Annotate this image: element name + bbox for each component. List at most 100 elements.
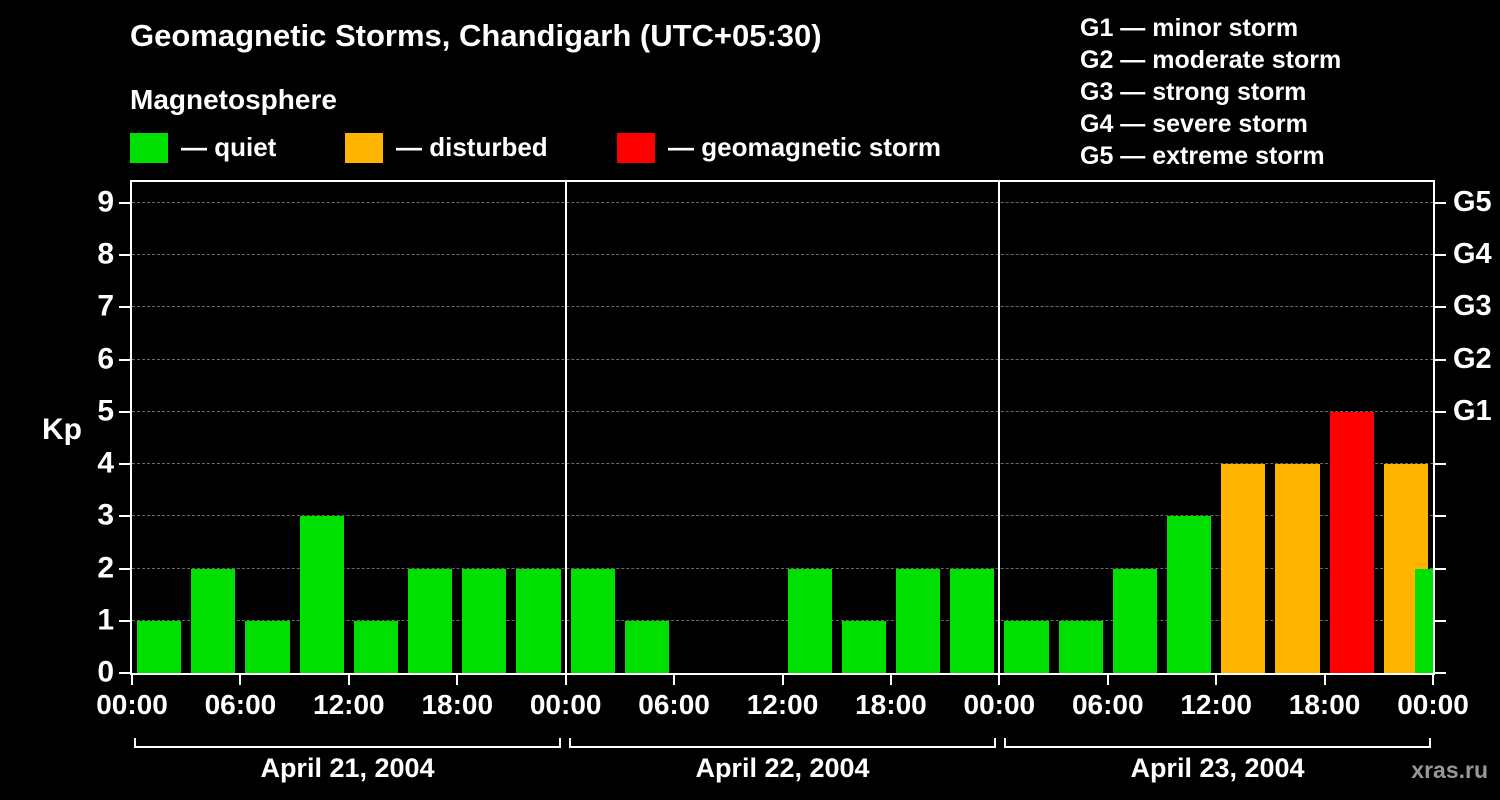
y-tick-label: 6 [97,341,114,375]
kp-bar [1221,464,1266,673]
y-tick-label: 8 [97,237,114,271]
magnetosphere-label: Magnetosphere [130,84,337,115]
x-axis-tick [239,675,242,685]
y-axis-title: Kp [42,413,82,446]
x-tick-label: 18:00 [855,689,927,720]
day-separator-line [998,182,1001,673]
x-axis-tick [456,675,459,685]
date-label: April 23, 2004 [1130,753,1305,783]
x-axis-tick [1215,675,1218,685]
kp-bar [408,568,453,673]
x-axis-tick [131,675,133,685]
gridline [132,515,1433,517]
kp-bar [841,620,886,673]
x-axis-tick [781,675,784,685]
legend-item-storm: — geomagnetic storm [617,132,941,163]
x-tick-label: 00:00 [1397,689,1469,720]
y-axis-tick-left [119,463,130,466]
storm-scale-legend: G1 — minor storm G2 — moderate storm G3 … [1080,12,1341,172]
gridline [132,201,1433,203]
y-axis-tick-left [119,201,130,204]
gridline [132,567,1433,569]
x-tick-label: 00:00 [96,689,168,720]
y-axis-tick-right [1435,358,1446,361]
legend-item-quiet: — quiet [130,132,276,163]
disturbed-color-swatch [345,132,383,163]
kp-bar [1166,516,1212,673]
x-tick-label: 00:00 [529,689,602,720]
y-axis-tick-left [119,672,130,674]
gridline [132,619,1433,621]
y-tick-label: 1 [97,603,114,637]
y-axis-tick-right [1435,463,1446,466]
gridline [132,410,1433,412]
date-bracket [569,738,996,748]
y-axis-tick-right [1435,201,1446,204]
g-scale-axis-label: G1 [1453,394,1492,427]
storm-scale-g3: G3 — strong storm [1080,78,1307,106]
storm-scale-g2: G2 — moderate storm [1080,46,1342,74]
y-axis-tick-left [119,306,130,309]
y-axis-tick-left [119,254,130,257]
x-axis-tick [1106,675,1109,685]
y-tick-label: 3 [97,498,114,532]
date-bracket [1004,738,1431,748]
x-tick-label: 06:00 [204,689,277,720]
y-axis-tick-right [1435,515,1446,518]
y-axis-tick-right [1435,254,1446,257]
chart-title: Geomagnetic Storms, Chandigarh (UTC+05:3… [130,18,822,53]
plot-area [130,180,1435,675]
watermark: xras.ru [1411,757,1488,783]
g-scale-axis-label: G2 [1453,342,1492,375]
x-tick-label: 06:00 [638,689,710,720]
y-axis-tick-right [1435,567,1446,570]
y-axis-tick-right [1435,306,1446,309]
y-tick-label: 4 [97,446,114,480]
kp-bar [516,568,561,673]
y-axis-tick-left [119,567,130,570]
kp-bar [353,620,399,673]
x-axis-tick [564,675,567,685]
kp-bar [1329,411,1374,673]
kp-bar [624,620,670,673]
y-tick-label: 7 [97,289,114,323]
quiet-color-swatch [130,132,168,163]
y-axis-tick-left [119,619,130,622]
storm-scale-g5: G5 — extreme storm [1080,142,1325,170]
quiet-label: — quiet [181,132,277,162]
kp-bar [299,516,344,673]
kp-bar [787,568,832,673]
legend-item-disturbed: — disturbed [345,132,548,163]
x-tick-label: 12:00 [313,689,385,720]
g-scale-axis-label: G5 [1453,185,1492,218]
y-axis-tick-right [1435,672,1446,674]
y-tick-label: 5 [97,394,114,428]
x-axis-tick [1323,675,1326,685]
x-axis-tick [673,675,676,685]
storm-scale-g4: G4 — severe storm [1080,110,1308,138]
kp-bar [570,568,615,673]
kp-bar [137,620,182,673]
y-axis-tick-left [119,410,130,413]
g-scale-axis-label: G3 [1453,290,1492,323]
x-tick-label: 18:00 [421,689,494,720]
g-scale-axis-label: G4 [1453,237,1492,270]
kp-bar [950,568,995,673]
day-separator-line [564,182,567,673]
kp-bar-partial [1415,568,1433,673]
gridline [132,463,1433,465]
kp-bar [1004,620,1049,673]
y-axis-tick-right [1435,619,1446,622]
x-axis-tick [1432,675,1434,685]
kp-bar [1112,568,1157,673]
y-axis-tick-left [119,358,130,361]
storm-label: — geomagnetic storm [668,132,942,162]
kp-bar [191,568,236,673]
y-tick-label: 0 [97,655,114,689]
disturbed-label: — disturbed [396,132,548,162]
storm-scale-g1: G1 — minor storm [1080,14,1299,42]
x-tick-label: 00:00 [963,689,1036,720]
x-axis-tick [889,675,892,685]
kp-bar [245,620,290,673]
